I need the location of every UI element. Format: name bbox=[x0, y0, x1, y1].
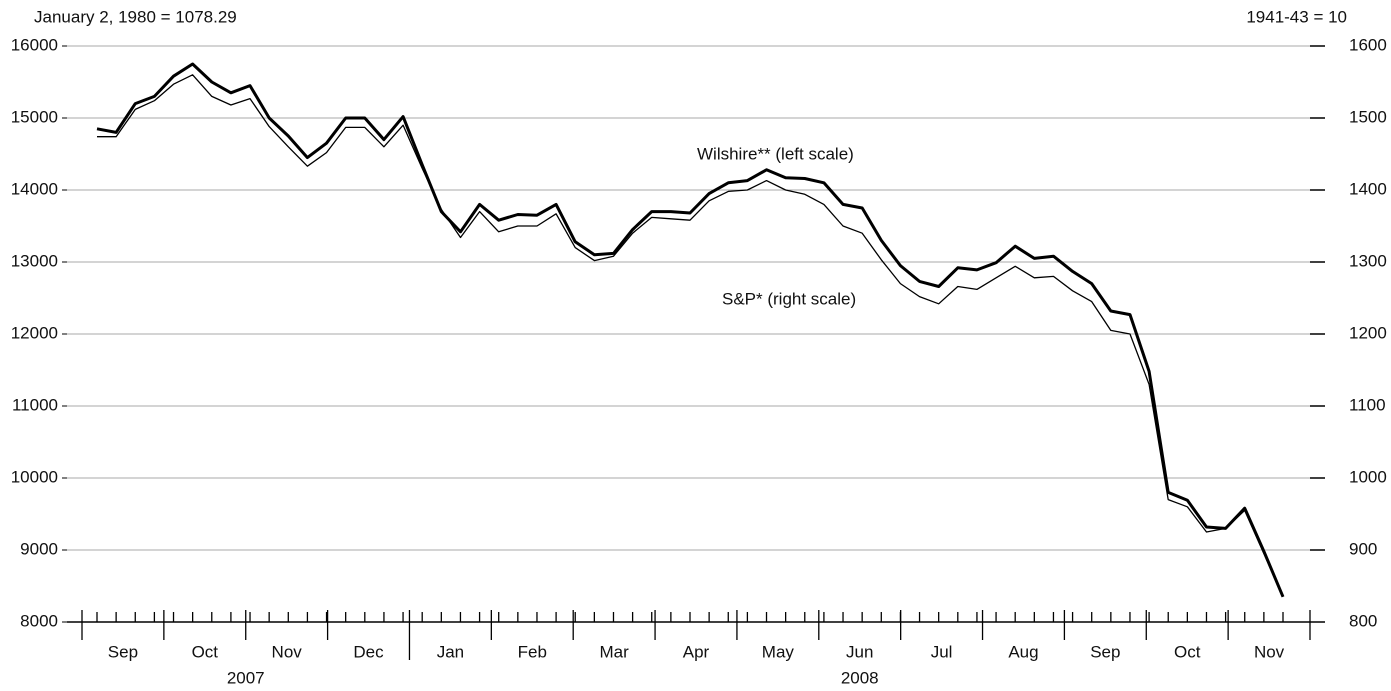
annotation: S&P* (right scale) bbox=[722, 289, 856, 308]
y2-tick-label: 1100 bbox=[1349, 395, 1386, 414]
x-tick-label: Aug bbox=[1008, 642, 1038, 661]
y2-tick-label: 1200 bbox=[1349, 323, 1387, 342]
x-tick-label: Oct bbox=[1174, 642, 1201, 661]
x-tick-label: Nov bbox=[1254, 642, 1285, 661]
y2-tick-label: 1000 bbox=[1349, 467, 1387, 486]
y-tick-label: 10000 bbox=[11, 467, 58, 486]
year-label: 2007 bbox=[227, 668, 265, 687]
y2-tick-label: 900 bbox=[1349, 539, 1377, 558]
y-tick-label: 16000 bbox=[11, 35, 58, 54]
y-tick-label: 14000 bbox=[11, 179, 58, 198]
x-tick-label: Nov bbox=[272, 642, 303, 661]
x-tick-label: Jan bbox=[437, 642, 464, 661]
x-tick-label: Jun bbox=[846, 642, 873, 661]
y-tick-label: 8000 bbox=[20, 611, 58, 630]
y-tick-label: 9000 bbox=[20, 539, 58, 558]
x-tick-label: May bbox=[762, 642, 795, 661]
x-tick-label: Oct bbox=[192, 642, 219, 661]
year-label: 2008 bbox=[841, 668, 879, 687]
x-tick-label: Apr bbox=[683, 642, 710, 661]
series-line bbox=[96, 62, 1285, 598]
y-tick-label: 11000 bbox=[12, 395, 58, 414]
y2-tick-label: 1300 bbox=[1349, 251, 1387, 270]
x-tick-label: Mar bbox=[599, 642, 629, 661]
left-note: January 2, 1980 = 1078.29 bbox=[34, 7, 237, 26]
x-tick-label: Sep bbox=[1090, 642, 1120, 661]
y2-tick-label: 1500 bbox=[1349, 107, 1387, 126]
y-tick-label: 12000 bbox=[11, 323, 58, 342]
annotation: Wilshire** (left scale) bbox=[697, 144, 854, 163]
right-note: 1941-43 = 10 bbox=[1246, 7, 1347, 26]
x-tick-label: Dec bbox=[353, 642, 384, 661]
y2-tick-label: 1600 bbox=[1349, 35, 1387, 54]
y-tick-label: 15000 bbox=[11, 107, 58, 126]
y2-tick-label: 800 bbox=[1349, 611, 1377, 630]
y-tick-label: 13000 bbox=[11, 251, 58, 270]
y2-tick-label: 1400 bbox=[1349, 179, 1387, 198]
x-tick-label: Jul bbox=[931, 642, 953, 661]
x-tick-label: Sep bbox=[108, 642, 138, 661]
series-line bbox=[97, 74, 1284, 598]
x-tick-label: Feb bbox=[518, 642, 547, 661]
